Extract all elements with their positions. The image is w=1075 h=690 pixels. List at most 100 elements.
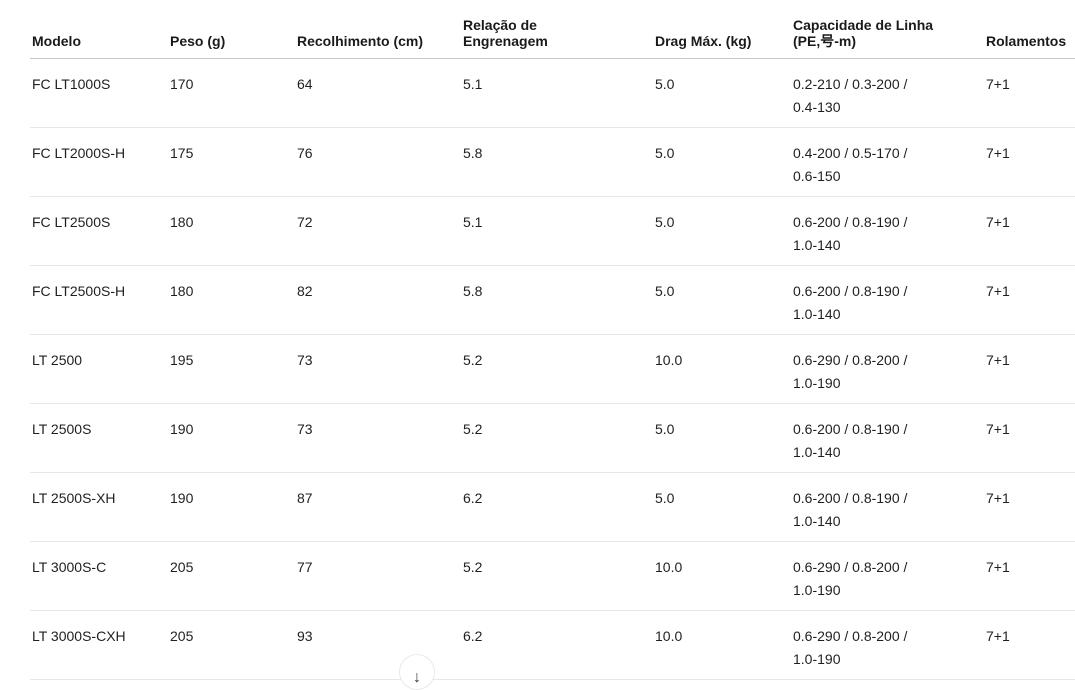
cell-max-drag: 10.0 — [653, 610, 791, 680]
cell-bearings: 7+1 — [984, 403, 1075, 473]
cell-line-capacity: 0.6-200 / 0.8-190 / 1.0-140 — [791, 265, 984, 335]
cell-weight: 180 — [168, 196, 295, 266]
cell-weight: 180 — [168, 265, 295, 335]
cell-line-capacity: 0.2-210 / 0.3-200 / 0.4-130 — [791, 58, 984, 128]
col-header-drag-max: Drag Máx. (kg) — [653, 0, 791, 59]
cell-max-drag: 10.0 — [653, 334, 791, 404]
cell-retrieve: 73 — [295, 334, 461, 404]
capacity-line: 1.0-190 — [793, 374, 841, 391]
capacity-line: 0.6-290 / 0.8-200 / — [793, 558, 908, 575]
col-header-peso: Peso (g) — [168, 0, 295, 59]
capacity-line: 1.0-140 — [793, 443, 841, 460]
col-header-modelo: Modelo — [30, 0, 168, 59]
table-row: LT 2500S 190 73 5.2 5.0 0.6-200 / 0.8-190 / 1.… — [30, 403, 1075, 473]
cell-model: FC LT2500S — [30, 196, 168, 266]
col-header-label: Capacidade de Linha — [793, 16, 934, 33]
table-row: LT 3000S-CXH 205 93 6.2 10.0 0.6-290 / 0.8-20… — [30, 610, 1075, 680]
table-row: FC LT2500S-H 180 82 5.8 5.0 0.6-200 / 0.8-190… — [30, 265, 1075, 335]
cell-weight: 205 — [168, 610, 295, 680]
cell-model: LT 2500S — [30, 403, 168, 473]
table-row: LT 3000S-C 205 77 5.2 10.0 0.6-290 / 0.8-200 … — [30, 541, 1075, 611]
col-header-rolamentos: Rolamentos — [984, 0, 1075, 59]
capacity-line: 0.6-290 / 0.8-200 / — [793, 351, 908, 368]
cell-max-drag: 5.0 — [653, 265, 791, 335]
cell-retrieve: 73 — [295, 403, 461, 473]
cell-gear-ratio: 6.2 — [461, 472, 653, 542]
col-header-label: Peso (g) — [170, 32, 226, 49]
capacity-line: 0.4-130 — [793, 98, 841, 115]
cell-weight: 175 — [168, 127, 295, 197]
cell-gear-ratio: 5.2 — [461, 403, 653, 473]
cell-max-drag: 5.0 — [653, 196, 791, 266]
cell-bearings: 7+1 — [984, 541, 1075, 611]
col-header-recolhimento: Recolhimento (cm) — [295, 0, 461, 59]
capacity-line: 1.0-140 — [793, 305, 841, 322]
cell-bearings: 7+1 — [984, 127, 1075, 197]
cell-model: FC LT2000S-H — [30, 127, 168, 197]
cell-retrieve: 82 — [295, 265, 461, 335]
cell-gear-ratio: 5.8 — [461, 127, 653, 197]
cell-max-drag: 5.0 — [653, 403, 791, 473]
cell-bearings: 7+1 — [984, 610, 1075, 680]
cell-retrieve: 87 — [295, 472, 461, 542]
cell-weight: 195 — [168, 334, 295, 404]
col-header-label: Drag Máx. (kg) — [655, 32, 752, 49]
cell-gear-ratio: 5.2 — [461, 541, 653, 611]
capacity-line: 1.0-190 — [793, 650, 841, 667]
cell-line-capacity: 0.4-200 / 0.5-170 / 0.6-150 — [791, 127, 984, 197]
capacity-line: 0.6-200 / 0.8-190 / — [793, 282, 908, 299]
table-row: FC LT2500S 180 72 5.1 5.0 0.6-200 / 0.8-190 /… — [30, 196, 1075, 266]
cell-retrieve: 72 — [295, 196, 461, 266]
cell-bearings: 7+1 — [984, 196, 1075, 266]
cell-model: LT 2500S-XH — [30, 472, 168, 542]
load-more-button[interactable]: ↓ — [399, 654, 435, 690]
cell-gear-ratio: 5.1 — [461, 58, 653, 128]
spec-table-container: Modelo Peso (g) Recolhimento (cm) Relação d… — [30, 0, 1075, 680]
capacity-line: 1.0-140 — [793, 236, 841, 253]
col-header-label: Engrenagem — [463, 32, 548, 49]
cell-bearings: 7+1 — [984, 58, 1075, 128]
cell-weight: 190 — [168, 472, 295, 542]
cell-line-capacity: 0.6-290 / 0.8-200 / 1.0-190 — [791, 541, 984, 611]
capacity-line: 0.2-210 / 0.3-200 / — [793, 75, 908, 92]
spec-table: Modelo Peso (g) Recolhimento (cm) Relação d… — [30, 0, 1075, 680]
cell-weight: 190 — [168, 403, 295, 473]
cell-weight: 205 — [168, 541, 295, 611]
cell-retrieve: 93 — [295, 610, 461, 680]
cell-gear-ratio: 5.8 — [461, 265, 653, 335]
cell-gear-ratio: 5.2 — [461, 334, 653, 404]
cell-retrieve: 76 — [295, 127, 461, 197]
down-arrow-icon: ↓ — [413, 669, 421, 686]
table-header-row: Modelo Peso (g) Recolhimento (cm) Relação d… — [30, 0, 1075, 59]
capacity-line: 0.4-200 / 0.5-170 / — [793, 144, 908, 161]
cell-model: LT 3000S-C — [30, 541, 168, 611]
table-row: LT 2500S-XH 190 87 6.2 5.0 0.6-200 / 0.8-190 … — [30, 472, 1075, 542]
capacity-line: 0.6-290 / 0.8-200 / — [793, 627, 908, 644]
cell-model: LT 3000S-CXH — [30, 610, 168, 680]
capacity-line: 0.6-200 / 0.8-190 / — [793, 489, 908, 506]
table-row: LT 2500 195 73 5.2 10.0 0.6-290 / 0.8-200 / 1.… — [30, 334, 1075, 404]
cell-max-drag: 10.0 — [653, 541, 791, 611]
col-header-capacidade-linha: Capacidade de Linha (PE,号-m) — [791, 0, 984, 59]
col-header-label: Modelo — [32, 32, 81, 49]
cell-line-capacity: 0.6-200 / 0.8-190 / 1.0-140 — [791, 403, 984, 473]
table-row: FC LT1000S 170 64 5.1 5.0 0.2-210 / 0.3-200 /… — [30, 58, 1075, 128]
table-row: FC LT2000S-H 175 76 5.8 5.0 0.4-200 / 0.5-170… — [30, 127, 1075, 197]
cell-model: LT 2500 — [30, 334, 168, 404]
cell-gear-ratio: 5.1 — [461, 196, 653, 266]
capacity-line: 0.6-200 / 0.8-190 / — [793, 420, 908, 437]
cell-model: FC LT2500S-H — [30, 265, 168, 335]
cell-gear-ratio: 6.2 — [461, 610, 653, 680]
col-header-label: Rolamentos — [986, 32, 1067, 49]
cell-bearings: 7+1 — [984, 472, 1075, 542]
cell-max-drag: 5.0 — [653, 127, 791, 197]
cell-max-drag: 5.0 — [653, 58, 791, 128]
cell-line-capacity: 0.6-200 / 0.8-190 / 1.0-140 — [791, 196, 984, 266]
cell-max-drag: 5.0 — [653, 472, 791, 542]
cell-weight: 170 — [168, 58, 295, 128]
col-header-relacao-engrenagem: Relação de Engrenagem — [461, 0, 653, 59]
cell-line-capacity: 0.6-290 / 0.8-200 / 1.0-190 — [791, 334, 984, 404]
cell-retrieve: 77 — [295, 541, 461, 611]
cell-model: FC LT1000S — [30, 58, 168, 128]
cell-bearings: 7+1 — [984, 334, 1075, 404]
